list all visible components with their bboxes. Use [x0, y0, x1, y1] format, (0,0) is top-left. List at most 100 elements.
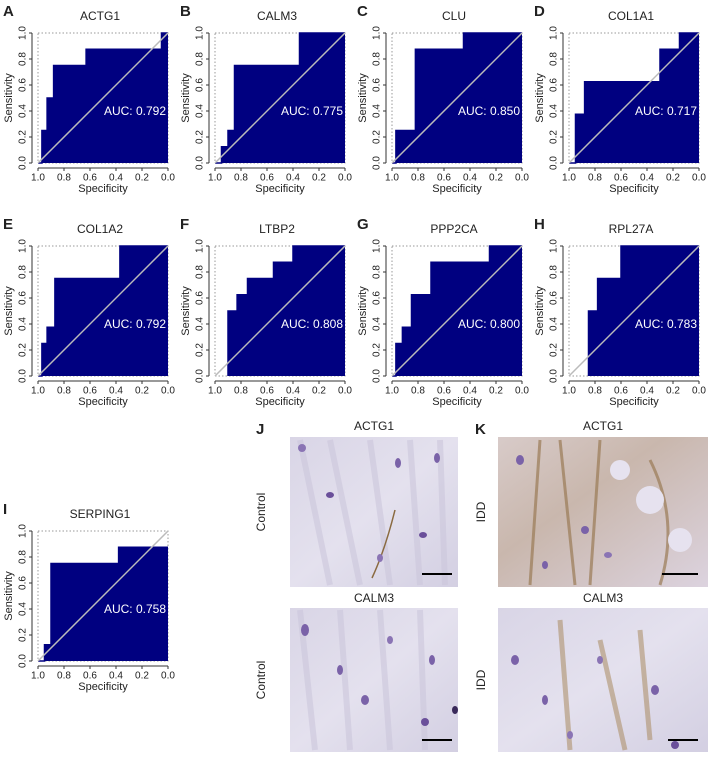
diagonal: [568, 245, 700, 377]
y-tick-label: 0.8: [18, 550, 29, 564]
x-tick-label: 1.0: [208, 386, 222, 397]
x-tick-label: 0.8: [411, 386, 425, 397]
y-tick-label: 0.8: [372, 52, 383, 66]
area-fill: [228, 246, 345, 376]
panel-letter: F: [180, 216, 189, 233]
x-axis-label: Specificity: [255, 183, 305, 195]
diagonal: [214, 32, 346, 164]
panel-letter: G: [357, 216, 369, 233]
plot-box: [568, 245, 700, 377]
x-tick-label: 0.4: [109, 173, 123, 184]
y-tick-label: 0.6: [18, 576, 29, 590]
chart-title: LTBP2: [259, 222, 295, 236]
auc-label: AUC: 0.792: [104, 104, 166, 118]
diagonal: [568, 32, 700, 164]
y-tick-label: 0.8: [18, 265, 29, 279]
y-tick-label: 0.0: [549, 156, 560, 170]
x-tick-label: 0.8: [57, 671, 71, 682]
y-tick-label: 0.8: [18, 52, 29, 66]
panel-letter: E: [3, 216, 13, 233]
x-axis-label: Specificity: [432, 183, 482, 195]
panel-letter: A: [3, 3, 14, 20]
y-axis-label: Sensitivity: [534, 73, 546, 123]
diagonal: [37, 530, 169, 662]
plot-box: [214, 245, 346, 377]
x-tick-label: 1.0: [31, 173, 45, 184]
y-axis-label: Sensitivity: [357, 286, 369, 336]
x-tick-label: 0.8: [57, 173, 71, 184]
auc-label: AUC: 0.800: [458, 317, 520, 331]
x-tick-label: 0.2: [135, 173, 149, 184]
image-title: CALM3: [354, 591, 394, 605]
diagonal: [391, 245, 523, 377]
x-tick-label: 1.0: [31, 386, 45, 397]
y-tick-label: 0.6: [549, 78, 560, 92]
y-tick-label: 0.0: [195, 156, 206, 170]
x-axis-label: Specificity: [78, 396, 128, 408]
plot-box: [391, 245, 523, 377]
x-tick-label: 0.6: [437, 386, 451, 397]
x-tick-label: 0.2: [135, 671, 149, 682]
y-tick-label: 0.2: [195, 130, 206, 144]
y-tick-label: 0.2: [18, 628, 29, 642]
y-tick-label: 0.4: [372, 317, 383, 331]
x-tick-label: 0.4: [286, 386, 300, 397]
y-tick-label: 0.4: [195, 317, 206, 331]
y-tick-label: 0.0: [549, 369, 560, 383]
micrograph: [290, 608, 458, 752]
y-tick-label: 0.0: [372, 369, 383, 383]
x-axis-label: Specificity: [432, 396, 482, 408]
area-fill: [588, 246, 699, 376]
x-tick-label: 0.4: [463, 173, 477, 184]
roc-curve: [392, 245, 522, 377]
y-tick-label: 0.8: [195, 265, 206, 279]
x-tick-label: 0.8: [588, 386, 602, 397]
chart-title: CALM3: [257, 9, 297, 23]
y-tick-label: 0.4: [195, 104, 206, 118]
y-axis-label: Sensitivity: [357, 73, 369, 123]
roc-curve: [587, 245, 699, 376]
x-axis-label: Specificity: [609, 396, 659, 408]
x-tick-label: 0.4: [640, 386, 654, 397]
x-tick-label: 0.4: [640, 173, 654, 184]
y-tick-label: 0.0: [195, 369, 206, 383]
auc-label: AUC: 0.758: [104, 602, 166, 616]
image-title: ACTG1: [583, 419, 623, 433]
y-tick-label: 0.6: [195, 291, 206, 305]
y-tick-label: 0.8: [195, 52, 206, 66]
y-tick-label: 1.0: [18, 26, 29, 40]
chart-title: SERPING1: [70, 507, 131, 521]
y-tick-label: 0.6: [195, 78, 206, 92]
y-tick-label: 1.0: [195, 26, 206, 40]
x-tick-label: 0.0: [692, 173, 706, 184]
y-tick-label: 1.0: [18, 239, 29, 253]
auc-label: AUC: 0.717: [635, 104, 697, 118]
roc-curve: [215, 32, 345, 164]
y-tick-label: 1.0: [372, 239, 383, 253]
y-tick-label: 0.6: [18, 78, 29, 92]
x-tick-label: 0.6: [83, 173, 97, 184]
row-label: Control: [254, 493, 268, 532]
row-label: Control: [254, 661, 268, 700]
y-tick-label: 1.0: [195, 239, 206, 253]
plot-box: [37, 32, 169, 164]
x-tick-label: 0.8: [588, 173, 602, 184]
y-tick-label: 0.2: [195, 343, 206, 357]
y-tick-label: 1.0: [549, 239, 560, 253]
panel-letter: J: [256, 421, 264, 438]
plot-box: [214, 32, 346, 164]
chart-title: CLU: [442, 9, 466, 23]
y-tick-label: 0.4: [549, 104, 560, 118]
x-tick-label: 1.0: [31, 671, 45, 682]
roc-curve: [569, 32, 699, 164]
x-tick-label: 0.2: [312, 386, 326, 397]
x-tick-label: 0.2: [666, 386, 680, 397]
y-tick-label: 1.0: [18, 524, 29, 538]
y-tick-label: 0.6: [372, 78, 383, 92]
y-tick-label: 0.4: [18, 104, 29, 118]
auc-label: AUC: 0.808: [281, 317, 343, 331]
y-tick-label: 0.0: [18, 369, 29, 383]
x-tick-label: 1.0: [208, 173, 222, 184]
y-tick-label: 0.2: [372, 130, 383, 144]
